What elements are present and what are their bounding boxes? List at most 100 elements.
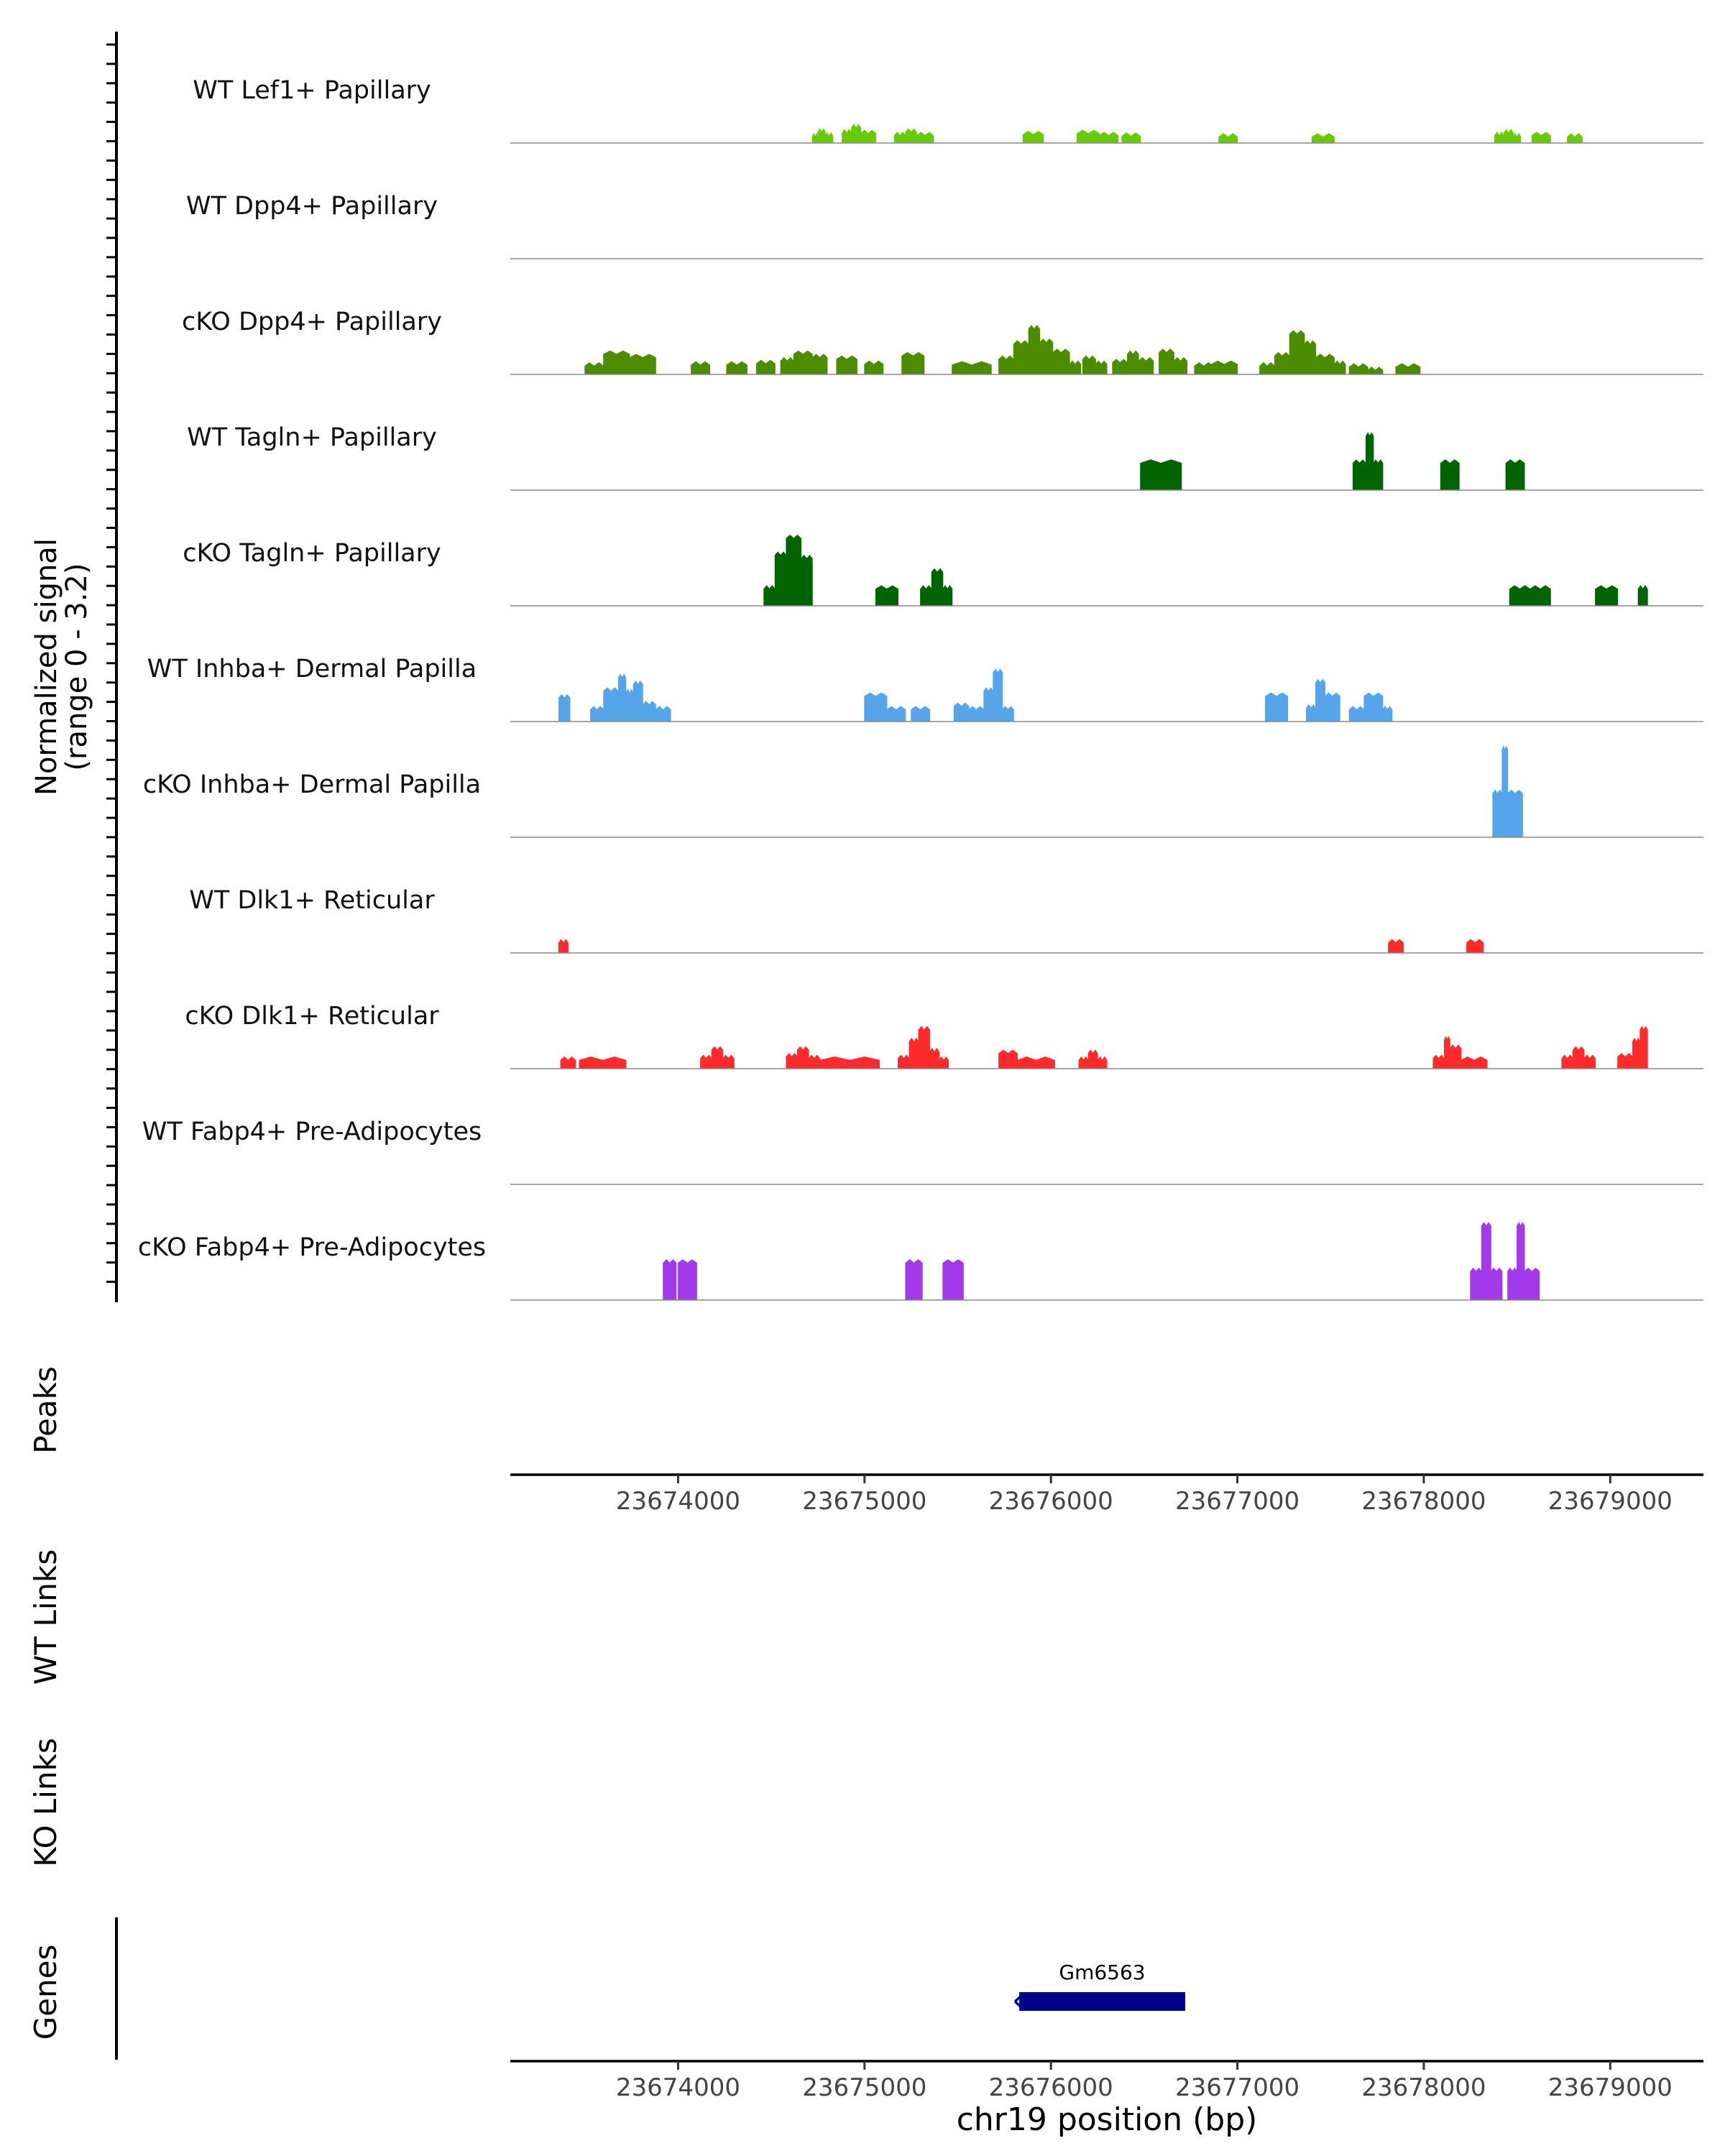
track-cko-dpp4-papillary: cKO Dpp4+ Papillary [182,308,1703,375]
signal-peak [1617,1053,1633,1069]
signal-peak [953,702,970,722]
x-axis-title: chr19 position (bp) [957,2101,1258,2138]
signal-peak [905,128,917,144]
track-wt-dlk1-reticular: WT Dlk1+ Reticular [189,886,1703,954]
signal-peak [1348,363,1368,375]
signal-peak [801,554,813,607]
track-label-wt-inhba-dermal-papilla: WT Inhba+ Dermal Papilla [147,655,477,683]
signal-peak [993,668,1003,722]
signal-peak [1395,363,1421,375]
signal-peak [1013,340,1029,375]
signal-peak [1531,132,1551,144]
signal-peak [1210,360,1238,375]
genes-x-axis-tick-label: 23674000 [616,2073,740,2102]
signal-peak [942,585,953,607]
signal-peak [939,1056,949,1069]
genes-x-axis-tick-label: 23678000 [1361,2073,1486,2102]
signal-peak [655,706,671,722]
signal-peak [700,1054,712,1069]
signal-peak [1440,459,1460,491]
signal-peak [893,132,906,144]
signal-peak [1159,349,1174,375]
signal-peak [998,1049,1018,1069]
signal-peak [1388,939,1404,954]
signal-peak [1481,1222,1491,1301]
signal-peak [1097,1056,1108,1069]
signal-peak [558,939,569,954]
signal-peak [1382,706,1393,722]
signal-peak [722,1054,735,1069]
signal-peak [1112,359,1128,375]
track-label-cko-dlk1-reticular: cKO Dlk1+ Reticular [185,1002,439,1031]
signal-peak [1366,432,1374,491]
signal-peak [1218,133,1238,144]
signal-peak [875,585,898,607]
signal-peak [1639,1026,1648,1069]
gene-models: Gm6563 [1013,1961,1185,2011]
signal-peak [1052,349,1070,375]
signal-peak [1501,745,1509,838]
signal-peak [1509,585,1531,607]
signal-peak [796,1046,809,1069]
track-label-wt-fabp4-pre-adipocytes: WT Fabp4+ Pre-Adipocytes [142,1118,482,1146]
signal-peak [968,706,985,722]
signal-peak [929,1048,940,1069]
signal-peak [1138,356,1154,375]
peaks-x-axis-tick-label: 23676000 [989,1487,1113,1516]
signal-peak [1524,1267,1540,1301]
signal-peak [1315,354,1335,375]
signal-peak [603,350,630,375]
signal-peak [774,551,787,607]
track-wt-inhba-dermal-papilla: WT Inhba+ Dermal Papilla [147,655,1703,722]
signal-peak [905,1259,923,1301]
signal-peak [1517,1222,1525,1301]
signal-peak [864,692,888,722]
signal-peak [1099,132,1119,144]
genes-x-axis-tick-label: 23677000 [1175,2073,1300,2102]
signal-peak [886,706,906,722]
signal-peak [1363,692,1384,722]
track-label-wt-lef1-papillary: WT Lef1+ Papillary [193,76,431,105]
gene-strand-arrow [1013,1994,1024,2009]
signal-peak [824,132,834,144]
y-axis-label-line2: (range 0 - 3.2) [60,563,93,770]
signal-peak [1017,1056,1055,1069]
track-label-wt-dlk1-reticular: WT Dlk1+ Reticular [189,886,435,915]
signal-peak [1140,459,1182,491]
signal-peak [579,1056,627,1069]
signal-peak [1082,355,1096,375]
signal-peak [677,1259,697,1301]
signal-peak [1494,132,1504,144]
signal-peak [1325,692,1340,722]
signal-peak [1595,585,1619,607]
signal-peak [901,351,925,375]
signal-peak [952,361,992,375]
signal-y-axis [106,32,118,1302]
signal-peak [1470,1267,1482,1301]
track-wt-lef1-papillary: WT Lef1+ Papillary [193,76,1703,144]
signal-peak [1561,1054,1573,1069]
peaks-x-axis-tick-label: 23678000 [1361,1487,1486,1516]
signal-peak [711,1046,724,1069]
signal-peak [1002,706,1014,722]
signal-peak [1087,1049,1098,1069]
track-cko-tagln-papillary: cKO Tagln+ Papillary [183,534,1703,607]
signal-peak [817,128,826,144]
signal-peak [918,1026,931,1069]
signal-peak [931,568,944,607]
signal-peak [1333,360,1346,375]
track-label-cko-dpp4-papillary: cKO Dpp4+ Papillary [182,308,442,336]
signal-peak [625,688,634,722]
signal-peak [691,361,710,375]
signal-peak [1265,692,1289,722]
signal-peak [1507,1267,1518,1301]
signal-peak [1173,356,1187,375]
signal-peak [808,1054,821,1069]
gene-body [1019,1992,1185,2011]
genes-x-axis-tick-label: 23675000 [802,2073,926,2102]
signal-peak [864,360,884,375]
track-wt-dpp4-papillary: WT Dpp4+ Papillary [186,192,1703,259]
signal-peak [663,1259,677,1301]
y-axis-label-line1: Normalized signal [30,538,63,796]
